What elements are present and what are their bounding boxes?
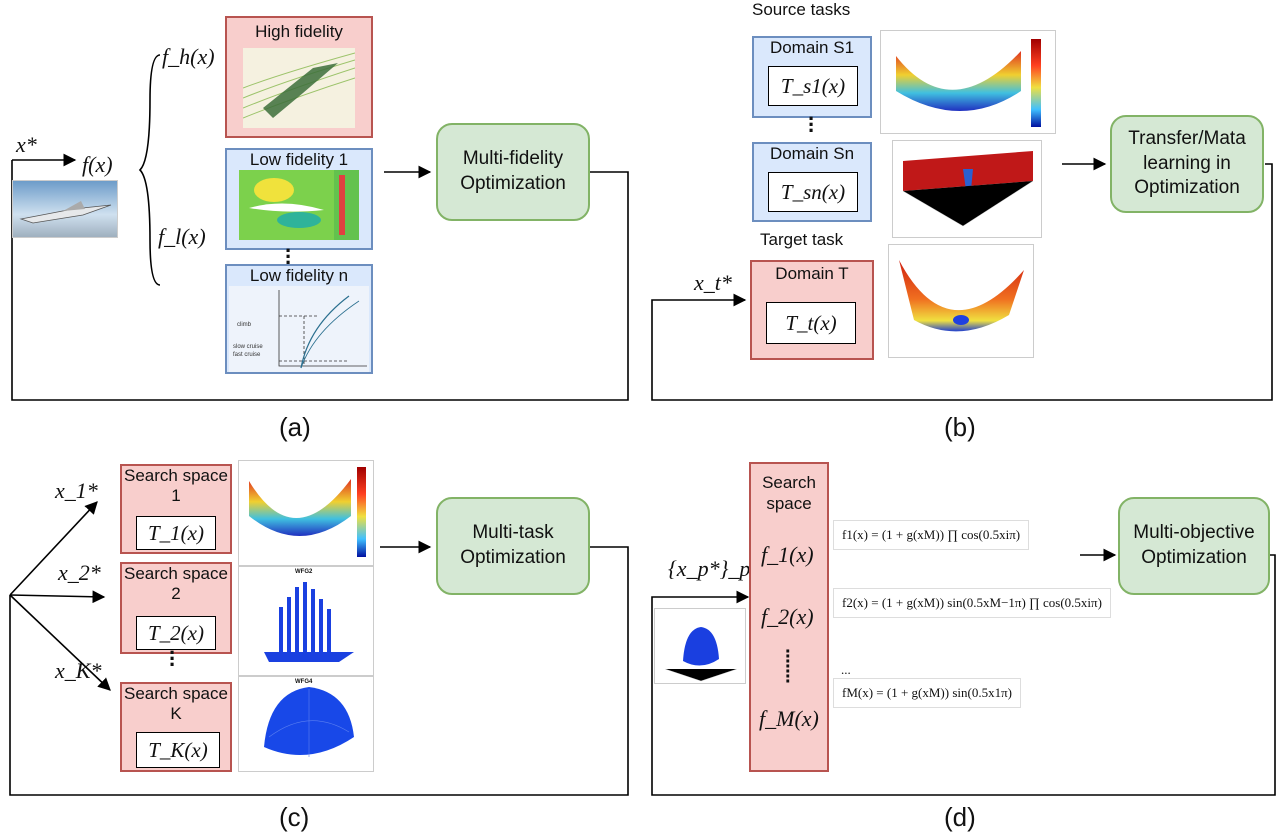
cfd-streamline-image xyxy=(243,48,355,128)
multi-fidelity-optimization-box: Multi-fidelity Optimization xyxy=(436,123,590,221)
target-task-label: Target task xyxy=(760,230,844,249)
objective-f2: f_2(x) xyxy=(761,604,814,629)
objective-fm: f_M(x) xyxy=(759,706,819,731)
svg-text:climb: climb xyxy=(237,322,252,328)
wfg4-title: WFG4 xyxy=(295,679,313,685)
low-fidelity-function: f_l(x) xyxy=(158,224,206,249)
surface-plot-s1 xyxy=(880,30,1056,134)
high-fidelity-label: High fidelity xyxy=(255,22,343,41)
search-space-1-label: Search space 1 xyxy=(124,466,228,505)
task-2: T_2(x) xyxy=(136,616,216,650)
aircraft-image xyxy=(12,180,118,238)
search-space-k-box: Search space K T_K(x) xyxy=(120,682,232,772)
search-space-2-box: Search space 2 T_2(x) xyxy=(120,562,232,654)
objective-function: f(x) xyxy=(82,152,113,177)
task-s1: T_s1(x) xyxy=(768,66,858,106)
source-tasks-label: Source tasks xyxy=(752,0,851,19)
task-sn: T_sn(x) xyxy=(768,172,858,212)
low-fidelity-1-label: Low fidelity 1 xyxy=(249,150,349,169)
surface-plot-task-1 xyxy=(238,460,374,566)
low-fidelity-n-label: Low fidelity n xyxy=(249,266,349,285)
domain-s1-box: Domain S1 T_s1(x) xyxy=(752,36,872,118)
caption-d: (d) xyxy=(944,802,976,832)
caption-c: (c) xyxy=(279,802,310,832)
drag-polar-chart-image: climb slow cruise fast cruise xyxy=(229,286,369,372)
ellipsis-dots: · · · xyxy=(808,106,816,143)
aircraft-icon xyxy=(19,201,112,224)
transfer-learning-optimization-box: Transfer/Mata learning in Optimization xyxy=(1110,115,1264,213)
high-fidelity-box: High fidelity xyxy=(225,16,373,138)
search-space-k-label: Search space K xyxy=(124,684,228,723)
pareto-front-plot xyxy=(654,608,746,684)
ellipsis-dots: · · · xyxy=(285,238,293,275)
search-space-box: Search space f_1(x) f_2(x) · · · · · · · f_M(x… xyxy=(749,462,829,772)
wfg2-plot: WFG2 xyxy=(238,566,374,676)
task-k-input: x_K* xyxy=(55,658,102,683)
domain-t-label: Domain T xyxy=(775,264,849,283)
domain-sn-box: Domain Sn T_sn(x) xyxy=(752,142,872,222)
task-2-input: x_2* xyxy=(58,560,101,585)
task-1: T_1(x) xyxy=(136,516,216,550)
multi-task-optimization-box: Multi-task Optimization xyxy=(436,497,590,595)
input-variable: x* xyxy=(16,132,37,157)
surface-plot-sn xyxy=(892,140,1042,238)
domain-t-box: Domain T T_t(x) xyxy=(750,260,874,360)
search-space-1-box: Search space 1 T_1(x) xyxy=(120,464,232,554)
objective-f1: f_1(x) xyxy=(761,542,814,567)
formula-fm: fM(x) = (1 + g(xM)) sin(0.5x1π) xyxy=(833,678,1021,708)
domain-s1-label: Domain S1 xyxy=(769,38,855,57)
formula-ellipsis: ... xyxy=(833,660,859,680)
low-fidelity-1-box: Low fidelity 1 xyxy=(225,148,373,250)
target-input-variable: x_t* xyxy=(694,270,732,295)
ellipsis-dots: · · · xyxy=(169,640,177,677)
caption-b: (b) xyxy=(944,412,976,442)
ellipsis-dots: · · · · · · · xyxy=(785,641,792,693)
formula-f1: f1(x) = (1 + g(xM)) ∏ cos(0.5xiπ) xyxy=(833,520,1030,550)
search-space-label: Search space xyxy=(762,473,816,514)
domain-sn-label: Domain Sn xyxy=(769,144,855,163)
svg-text:slow cruise: slow cruise xyxy=(233,344,263,350)
multi-objective-optimization-box: Multi-objective Optimization xyxy=(1118,497,1270,595)
task-k: T_K(x) xyxy=(136,732,220,768)
svg-text:fast cruise: fast cruise xyxy=(233,352,261,358)
task-t: T_t(x) xyxy=(766,302,856,344)
wfg2-title: WFG2 xyxy=(295,569,313,575)
formula-f2: f2(x) = (1 + g(xM)) sin(0.5xM−1π) ∏ cos(… xyxy=(833,588,1111,618)
task-1-input: x_1* xyxy=(55,478,98,503)
high-fidelity-function: f_h(x) xyxy=(162,44,215,69)
caption-a: (a) xyxy=(279,412,311,442)
wfg4-plot: WFG4 xyxy=(238,676,374,772)
low-fidelity-n-box: Low fidelity n climb slow cruise fast crui… xyxy=(225,264,373,374)
search-space-2-label: Search space 2 xyxy=(124,564,228,603)
cfd-contour-image xyxy=(239,170,359,240)
surface-plot-target xyxy=(888,244,1034,358)
